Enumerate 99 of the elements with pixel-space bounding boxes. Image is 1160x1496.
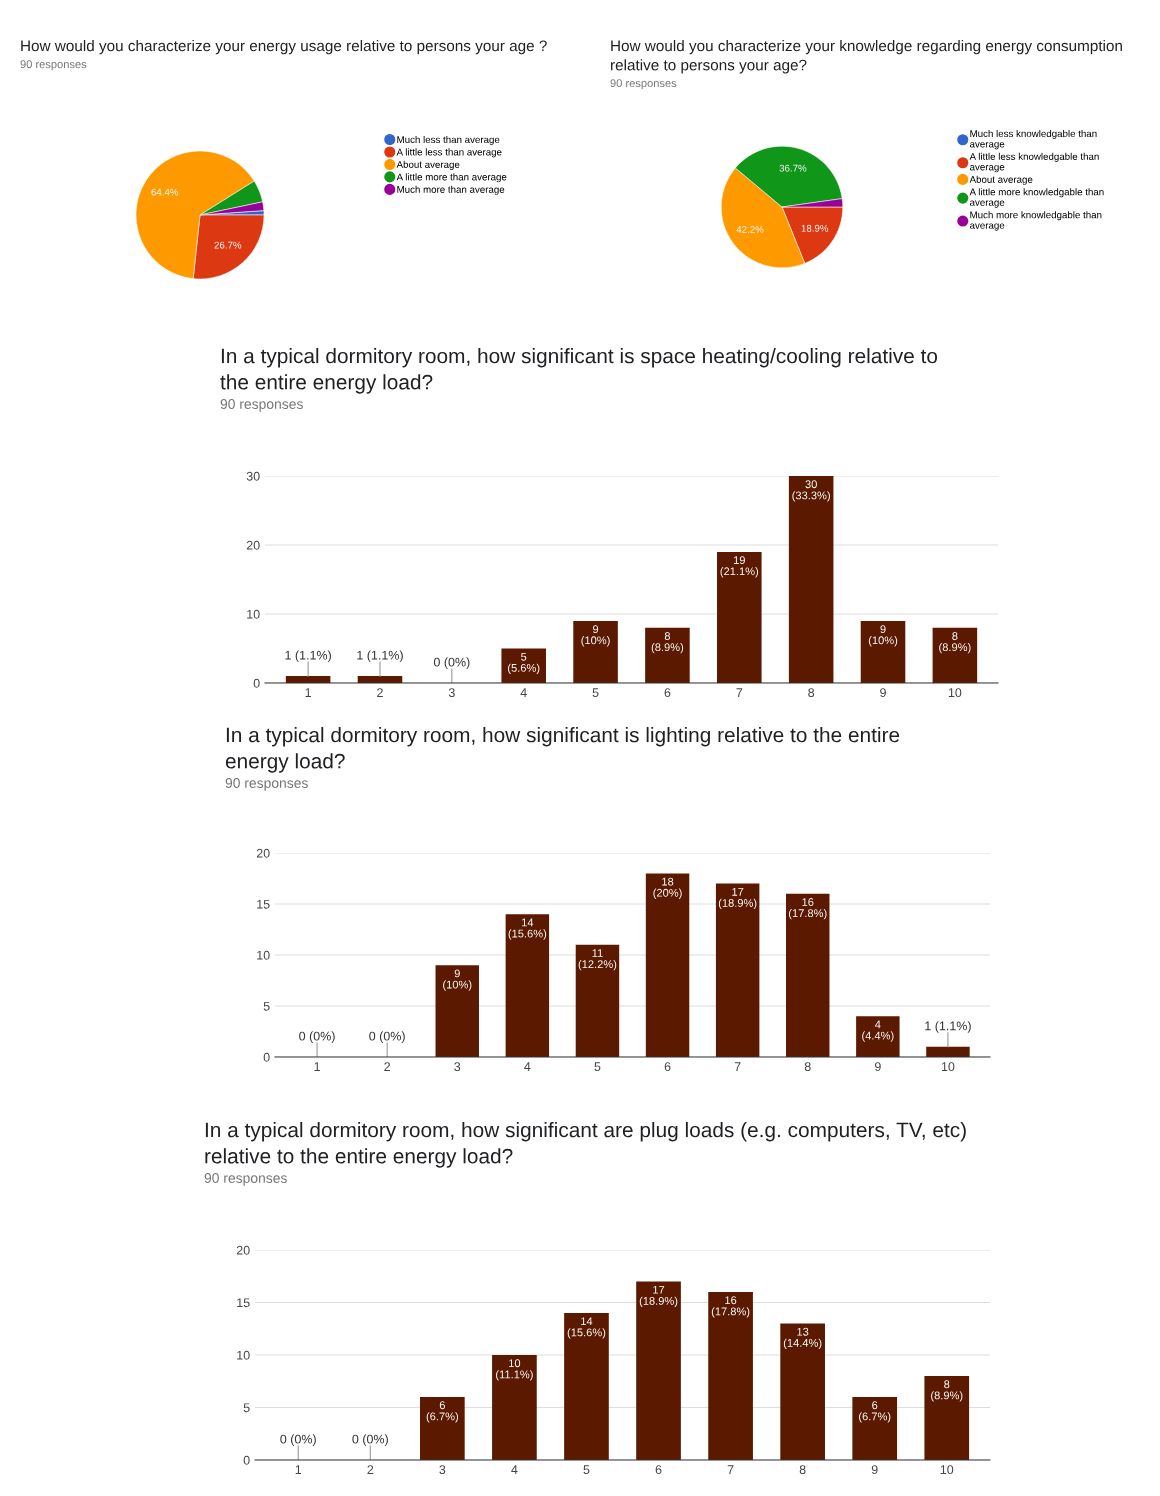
x-tick-label: 7 — [734, 1062, 741, 1071]
x-tick-label: 2 — [384, 1062, 391, 1071]
y-tick-label: 0 — [263, 1052, 270, 1062]
x-tick-label: 10 — [941, 1062, 955, 1072]
data-label: 0 (0%) — [369, 1031, 405, 1043]
data-label: 19 (21.1%) — [720, 556, 759, 578]
legend-label: About average — [396, 160, 460, 170]
data-label: 0 (0%) — [299, 1031, 335, 1043]
chart-subtitle: 90 responses — [225, 778, 308, 791]
data-label: 4 (4.4%) — [862, 1020, 894, 1042]
x-tick-label: 4 — [511, 1465, 518, 1474]
data-label: 8 (8.9%) — [939, 632, 971, 654]
y-tick-label: 10 — [247, 609, 260, 619]
x-tick-label: 5 — [583, 1465, 590, 1475]
data-label: 9 (10%) — [868, 625, 898, 647]
data-label: 36.7% — [779, 164, 807, 172]
chart-title: How would you characterize your energy usage relative to persons your age ? — [21, 40, 547, 55]
data-label: 42.2% — [736, 225, 764, 233]
data-label: 6 (6.7%) — [859, 1401, 891, 1423]
y-tick-label: 30 — [246, 471, 260, 481]
data-label: 0 (0%) — [352, 1434, 388, 1446]
chart-subtitle: 90 responses — [204, 1173, 287, 1186]
x-tick-label: 2 — [367, 1465, 374, 1474]
data-label: 16 (17.8%) — [788, 898, 827, 920]
y-tick-label: 20 — [256, 848, 270, 858]
y-tick-label: 20 — [246, 540, 260, 550]
legend-label: Much less knowledgable than average — [970, 129, 1097, 150]
chart-title: In a typical dormitory room, how significant is lighting relative to the entire energy load? — [225, 727, 900, 773]
data-label: 17 (18.9%) — [718, 888, 757, 910]
data-label: 11 (12.2%) — [578, 949, 617, 971]
x-tick-label: 2 — [377, 688, 383, 697]
x-tick-label: 1 — [295, 1465, 302, 1474]
legend-label: About average — [969, 175, 1033, 185]
data-label: 13 (14.4%) — [783, 1327, 822, 1350]
x-tick-label: 7 — [736, 688, 743, 697]
x-tick-label: 7 — [727, 1465, 734, 1474]
x-tick-label: 1 — [305, 688, 311, 697]
x-tick-label: 9 — [880, 688, 886, 698]
x-tick-label: 5 — [592, 688, 599, 698]
data-label: 9 (10%) — [581, 625, 610, 647]
data-label: 17 (18.9%) — [639, 1285, 678, 1308]
data-label: 0 (0%) — [280, 1434, 316, 1446]
legend-label: A little less knowledgable than average — [969, 152, 1099, 173]
y-tick-label: 10 — [257, 950, 270, 960]
chart-title: How would you characterize your knowledge regarding energy consumption relative to persons your age? — [611, 40, 1122, 74]
y-tick-label: 0 — [243, 1455, 250, 1465]
x-tick-label: 3 — [454, 1062, 461, 1072]
x-tick-label: 1 — [314, 1062, 320, 1071]
legend-label: Much less than average — [397, 135, 500, 145]
legend-label: Much more knowledgable than average — [970, 211, 1102, 231]
x-tick-label: 6 — [655, 1465, 662, 1475]
y-tick-label: 15 — [257, 899, 270, 909]
legend-label: A little less than average — [396, 148, 502, 158]
data-label: 1 (1.1%) — [357, 650, 403, 663]
data-label: 64.4% — [151, 188, 179, 196]
x-tick-label: 6 — [664, 688, 671, 698]
chart-subtitle: 90 responses — [610, 79, 677, 90]
data-label: 9 (10%) — [443, 969, 472, 991]
x-tick-label: 3 — [448, 688, 455, 698]
data-label: 14 (15.6%) — [508, 918, 547, 940]
data-label: 14 (15.6%) — [567, 1317, 606, 1339]
data-label: 5 (5.6%) — [508, 652, 540, 675]
x-tick-label: 4 — [524, 1062, 531, 1071]
x-tick-label: 9 — [874, 1062, 881, 1072]
x-tick-label: 8 — [799, 1465, 806, 1475]
chart-title: In a typical dormitory room, how significant is space heating/cooling relative to the entire energy load? — [220, 348, 938, 394]
data-label: 1 (1.1%) — [925, 1021, 971, 1033]
y-tick-label: 20 — [236, 1245, 250, 1255]
data-label: 18.9% — [801, 224, 829, 232]
x-tick-label: 3 — [439, 1465, 446, 1475]
data-label: 26.7% — [214, 241, 242, 249]
y-tick-label: 15 — [237, 1298, 250, 1308]
chart-title: In a typical dormitory room, how significant are plug loads (e.g. computers, TV, etc) relative to the entire energy load? — [205, 1122, 966, 1168]
x-tick-label: 5 — [594, 1062, 601, 1072]
chart-subtitle: 90 responses — [220, 399, 303, 412]
y-tick-label: 10 — [237, 1350, 250, 1360]
data-label: 8 (8.9%) — [651, 632, 684, 654]
data-label: 18 (20%) — [653, 877, 682, 899]
x-tick-label: 10 — [948, 688, 962, 698]
data-label: 6 (6.7%) — [426, 1401, 459, 1423]
data-label: 1 (1.1%) — [285, 650, 331, 663]
data-label: 0 (0%) — [433, 657, 470, 669]
x-tick-label: 9 — [871, 1465, 878, 1475]
x-tick-label: 10 — [940, 1465, 954, 1475]
legend-label: A little more knowledgable than average — [969, 188, 1104, 208]
data-label: 30 (33.3%) — [792, 480, 830, 502]
chart-subtitle: 90 responses — [20, 60, 87, 71]
x-tick-label: 4 — [520, 688, 527, 697]
data-label: 16 (17.8%) — [711, 1296, 750, 1318]
legend-label: Much more than average — [397, 185, 505, 195]
y-tick-label: 0 — [253, 678, 260, 688]
y-tick-label: 5 — [263, 1001, 270, 1011]
legend-label: A little more than average — [396, 173, 507, 183]
data-label: 10 (11.1%) — [496, 1359, 533, 1381]
x-tick-label: 8 — [804, 1062, 811, 1072]
y-tick-label: 5 — [243, 1403, 250, 1413]
x-tick-label: 8 — [808, 688, 815, 698]
x-tick-label: 6 — [664, 1062, 671, 1072]
data-label: 8 (8.9%) — [931, 1380, 963, 1402]
